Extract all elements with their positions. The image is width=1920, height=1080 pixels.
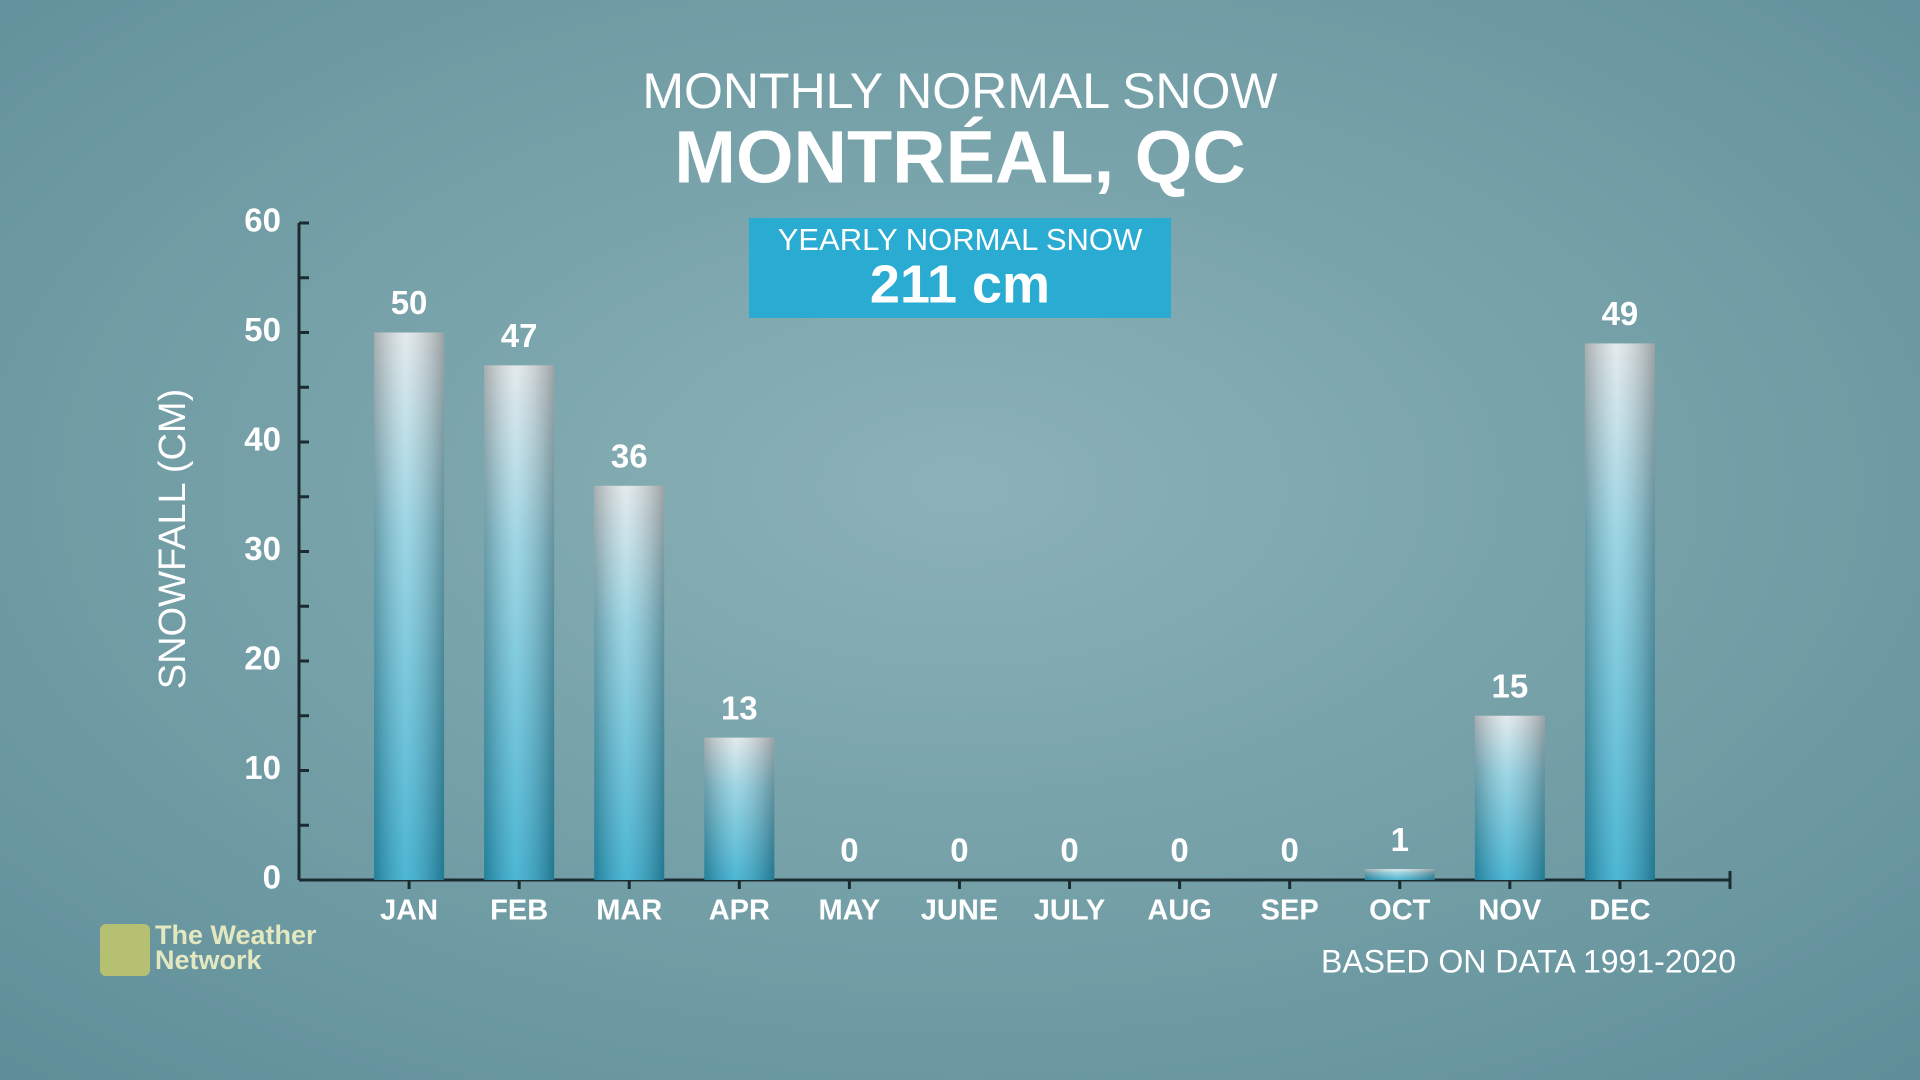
bar-shade <box>1474 715 1545 880</box>
y-tick-label: 0 <box>263 859 281 896</box>
logo-text: The Weather <box>155 920 317 950</box>
chart-subtitle: MONTRÉAL, QC <box>674 116 1245 199</box>
value-label: 36 <box>611 438 648 475</box>
bar-shade <box>1364 869 1435 880</box>
x-tick-label: JAN <box>380 895 438 927</box>
x-tick-label: JUNE <box>921 895 998 927</box>
y-tick-label: 50 <box>244 311 281 348</box>
y-axis-label: SNOWFALL (CM) <box>152 389 194 690</box>
value-label: 50 <box>391 284 428 321</box>
x-tick-label: NOV <box>1478 895 1542 927</box>
value-label: 1 <box>1391 821 1409 858</box>
x-tick-label: FEB <box>490 895 548 927</box>
bar-shade <box>484 365 555 881</box>
chart-title: MONTHLY NORMAL SNOW <box>642 63 1278 119</box>
value-label: 0 <box>950 832 968 869</box>
bar-shade <box>374 332 445 880</box>
value-label: 49 <box>1602 295 1639 332</box>
summary-label: YEARLY NORMAL SNOW <box>778 222 1143 257</box>
logo: The Weather Network <box>100 920 317 976</box>
x-tick-label: MAY <box>818 895 880 927</box>
y-tick-label: 10 <box>244 749 281 786</box>
x-tick-label: SEP <box>1261 895 1319 927</box>
value-label: 0 <box>1170 832 1188 869</box>
y-tick-label: 60 <box>244 202 281 239</box>
y-tick-label: 30 <box>244 530 281 567</box>
logo-text: Network <box>155 945 263 975</box>
value-label: 0 <box>1281 832 1299 869</box>
value-label: 13 <box>721 689 758 726</box>
y-tick-label: 40 <box>244 421 281 458</box>
value-label: 0 <box>1060 832 1078 869</box>
value-label: 47 <box>501 317 538 354</box>
x-tick-label: APR <box>709 895 770 927</box>
x-tick-label: MAR <box>596 895 662 927</box>
value-label: 15 <box>1491 667 1528 704</box>
value-label: 0 <box>840 832 858 869</box>
x-tick-label: JULY <box>1034 895 1105 927</box>
bar-shade <box>704 737 775 880</box>
summary-value: 211 cm <box>870 254 1050 314</box>
logo-icon <box>100 924 150 976</box>
summary-box <box>749 218 1171 318</box>
x-tick-label: AUG <box>1147 895 1211 927</box>
bar-shade <box>594 485 665 880</box>
x-tick-label: OCT <box>1369 895 1431 927</box>
x-tick-label: DEC <box>1589 895 1650 927</box>
y-tick-label: 20 <box>244 640 281 677</box>
bar-shade <box>1584 343 1655 880</box>
footnote: BASED ON DATA 1991-2020 <box>1321 943 1736 979</box>
